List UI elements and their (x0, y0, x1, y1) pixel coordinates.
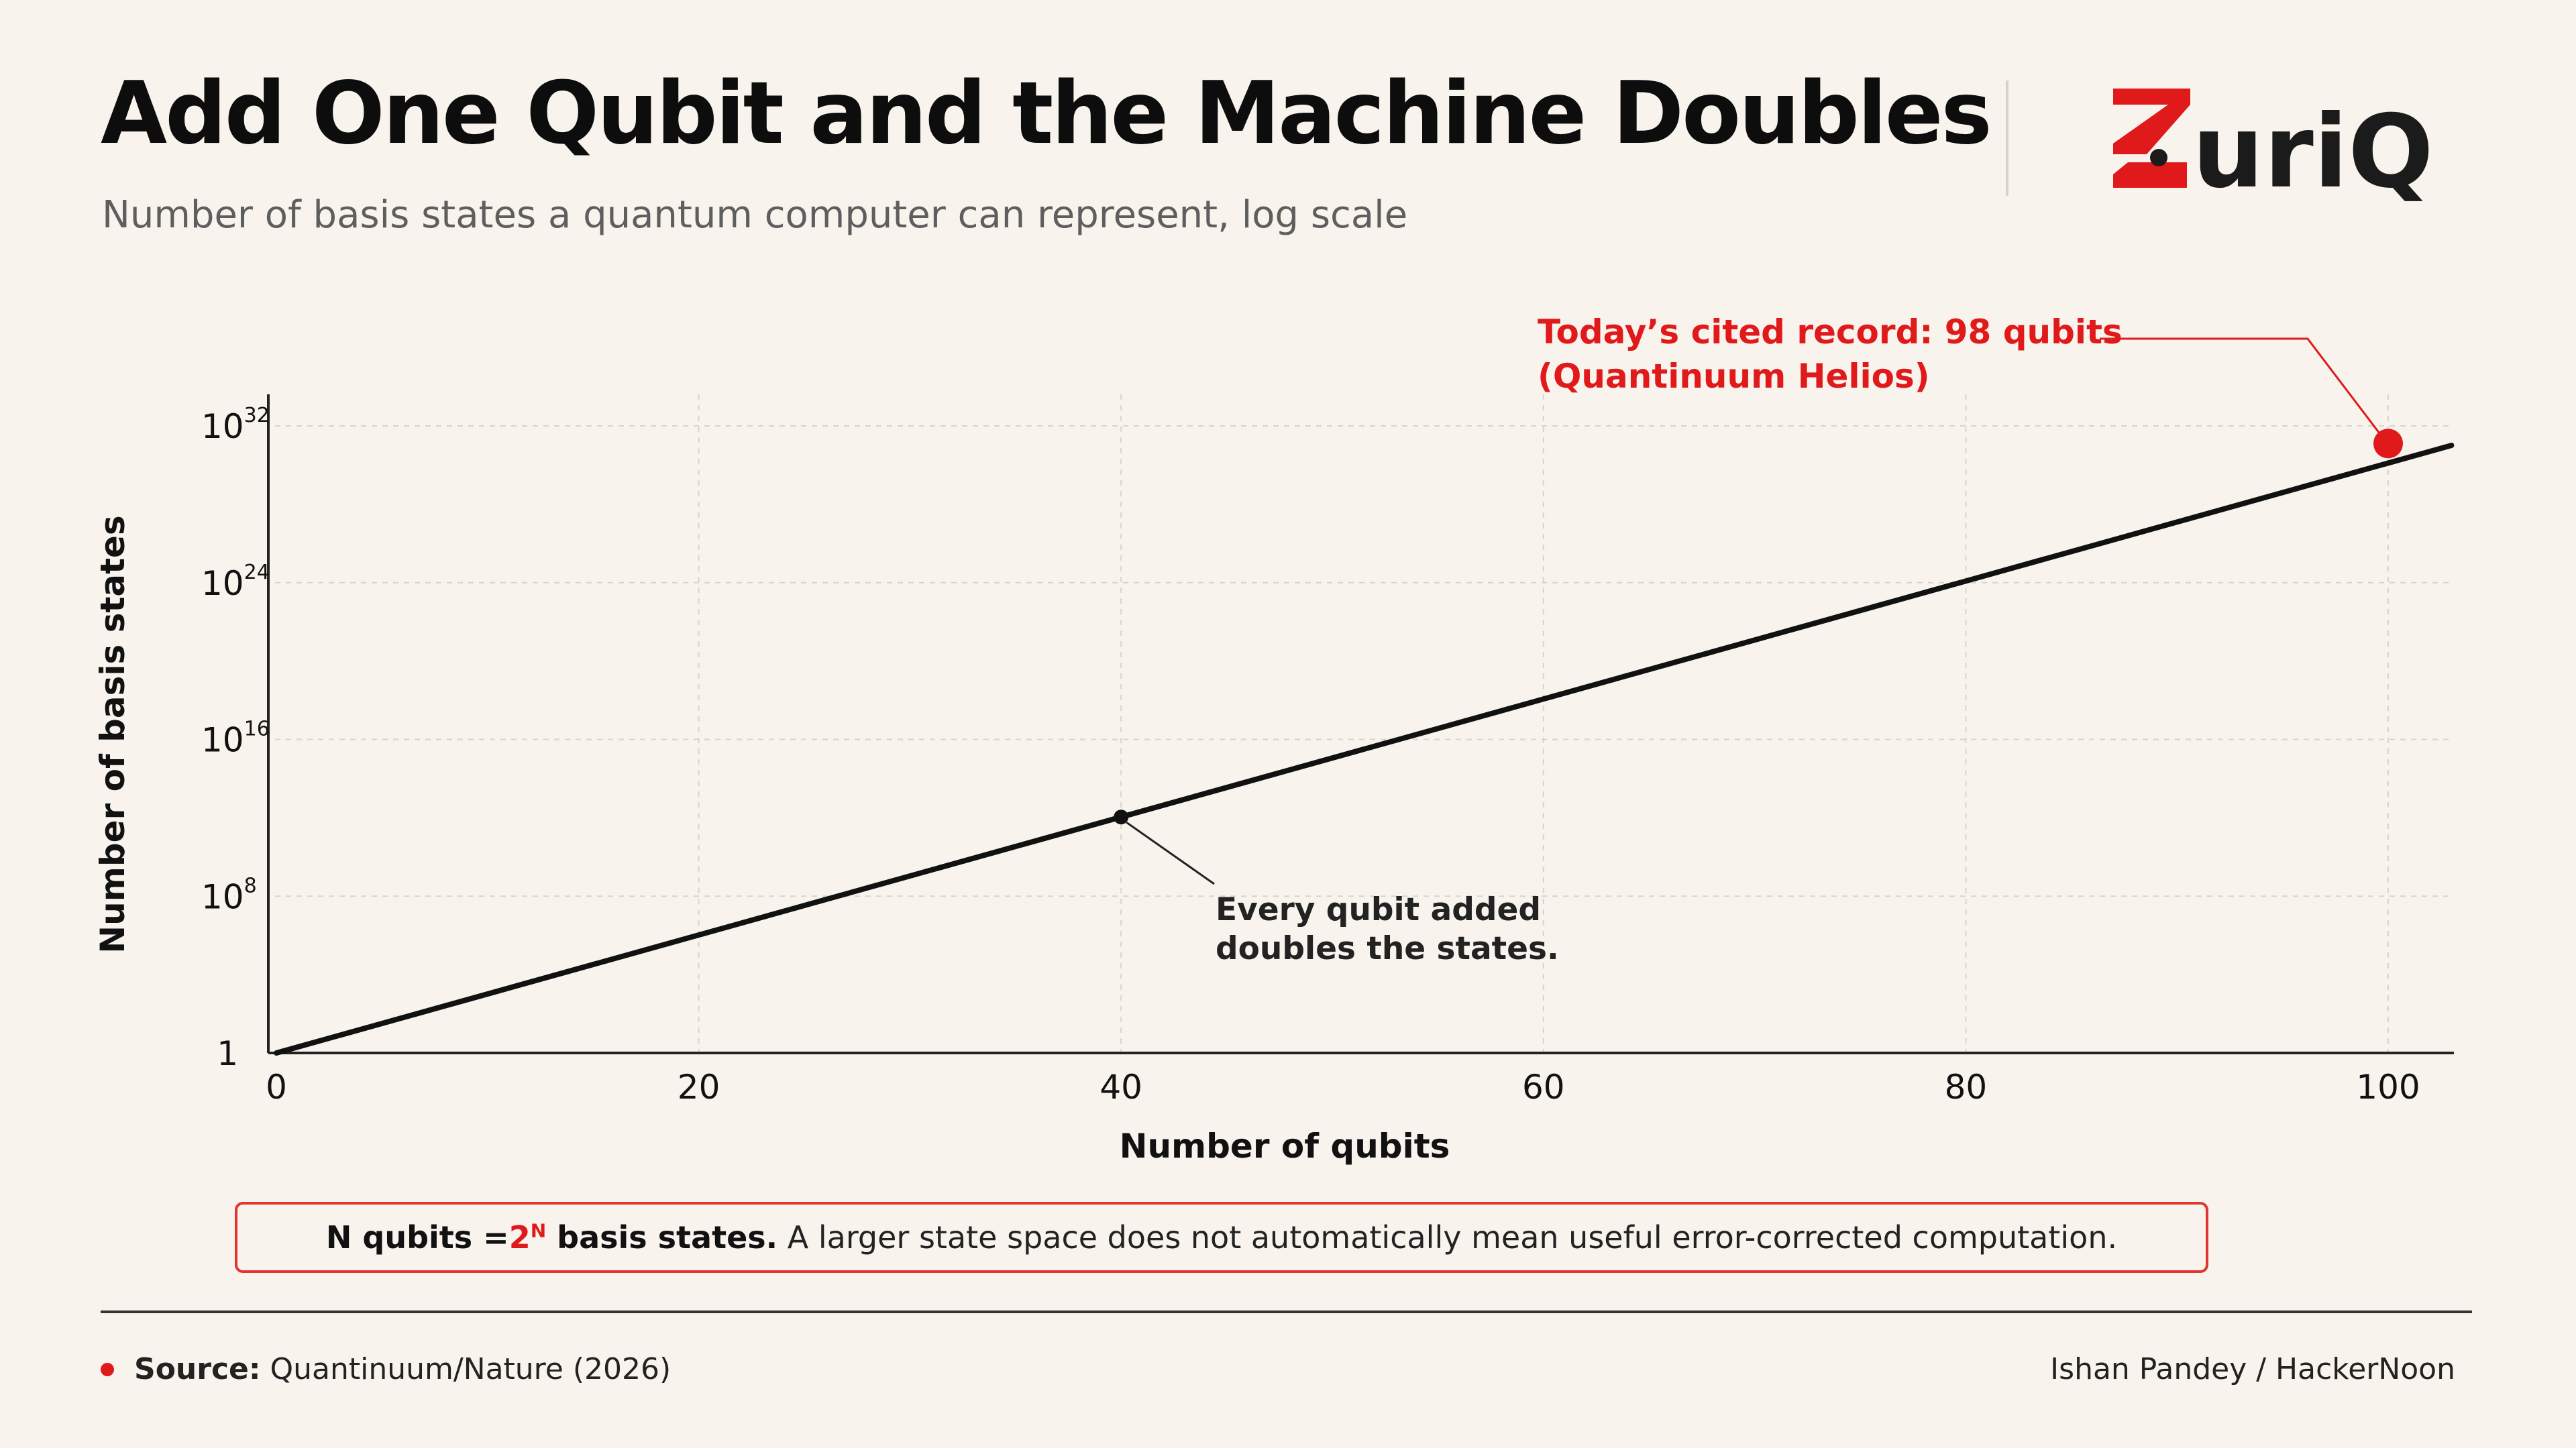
note-power-exp: N (530, 1219, 547, 1242)
annotation-record-line1: Today’s cited record: 98 qubits (1538, 313, 2123, 351)
x-axis-label: Number of qubits (1120, 1127, 1450, 1166)
y-tick-label: 1032 (201, 404, 270, 446)
chart-grid (275, 394, 2454, 1053)
note-power: 2N (509, 1219, 546, 1256)
annotation-leader-record (2100, 337, 2381, 435)
note-lead-tail: basis states. (546, 1219, 778, 1256)
y-axis-label: Number of basis states (93, 515, 132, 953)
annotation-doubling-line1: Every qubit added (1216, 891, 1541, 928)
x-tick-label: 60 (1522, 1068, 1565, 1107)
y-tick-label: 108 (201, 874, 257, 916)
formula-note: N qubits = 2N basis states. A larger sta… (235, 1202, 2208, 1273)
source-text: Quantinuum/Nature (2026) (270, 1352, 672, 1386)
note-lead: N qubits = (325, 1219, 509, 1256)
brand-logo: uriQ (2113, 89, 2434, 208)
annotation-leader-doubling (1126, 821, 1215, 885)
x-tick-label: 80 (1945, 1068, 1988, 1107)
footer-divider (101, 1311, 2472, 1313)
y-tick-label: 1016 (201, 718, 270, 760)
source-bullet-icon (101, 1362, 114, 1376)
logo-z-mark (2113, 89, 2190, 188)
x-tick-label: 0 (266, 1068, 287, 1107)
note-power-base: 2 (508, 1219, 531, 1256)
y-tick-labels: 1 108 1016 1024 1032 (201, 404, 270, 1073)
chart-title: Add One Qubit and the Machine Doubles (101, 64, 1992, 164)
logo-wordmark: uriQ (2192, 94, 2434, 208)
header-divider (2006, 80, 2008, 196)
note-rest: A larger state space does not automatica… (777, 1219, 2118, 1256)
x-tick-label: 20 (678, 1068, 720, 1107)
x-tick-labels: 0 20 40 60 80 100 (266, 1068, 2420, 1107)
series-line-2-pow-n (274, 443, 2455, 1056)
y-tick-label: 1024 (201, 561, 270, 603)
author-credit: Ishan Pandey / HackerNoon (2050, 1352, 2455, 1386)
x-tick-label: 100 (2356, 1068, 2420, 1107)
series-lines (274, 429, 2455, 1056)
y-tick-label: 1 (217, 1034, 238, 1073)
data-point-record (2373, 429, 2403, 459)
x-tick-label: 40 (1099, 1068, 1142, 1107)
chart-subtitle: Number of basis states a quantum compute… (102, 193, 1408, 237)
data-point-40-qubits (1114, 810, 1129, 825)
annotation-record-line2: (Quantinuum Helios) (1538, 357, 1930, 396)
chart-axes (267, 394, 2454, 1054)
annotation-doubling-line2: doubles the states. (1216, 930, 1559, 967)
source-line: Source: Quantinuum/Nature (2026) (101, 1352, 671, 1386)
source-label: Source: (134, 1352, 261, 1386)
